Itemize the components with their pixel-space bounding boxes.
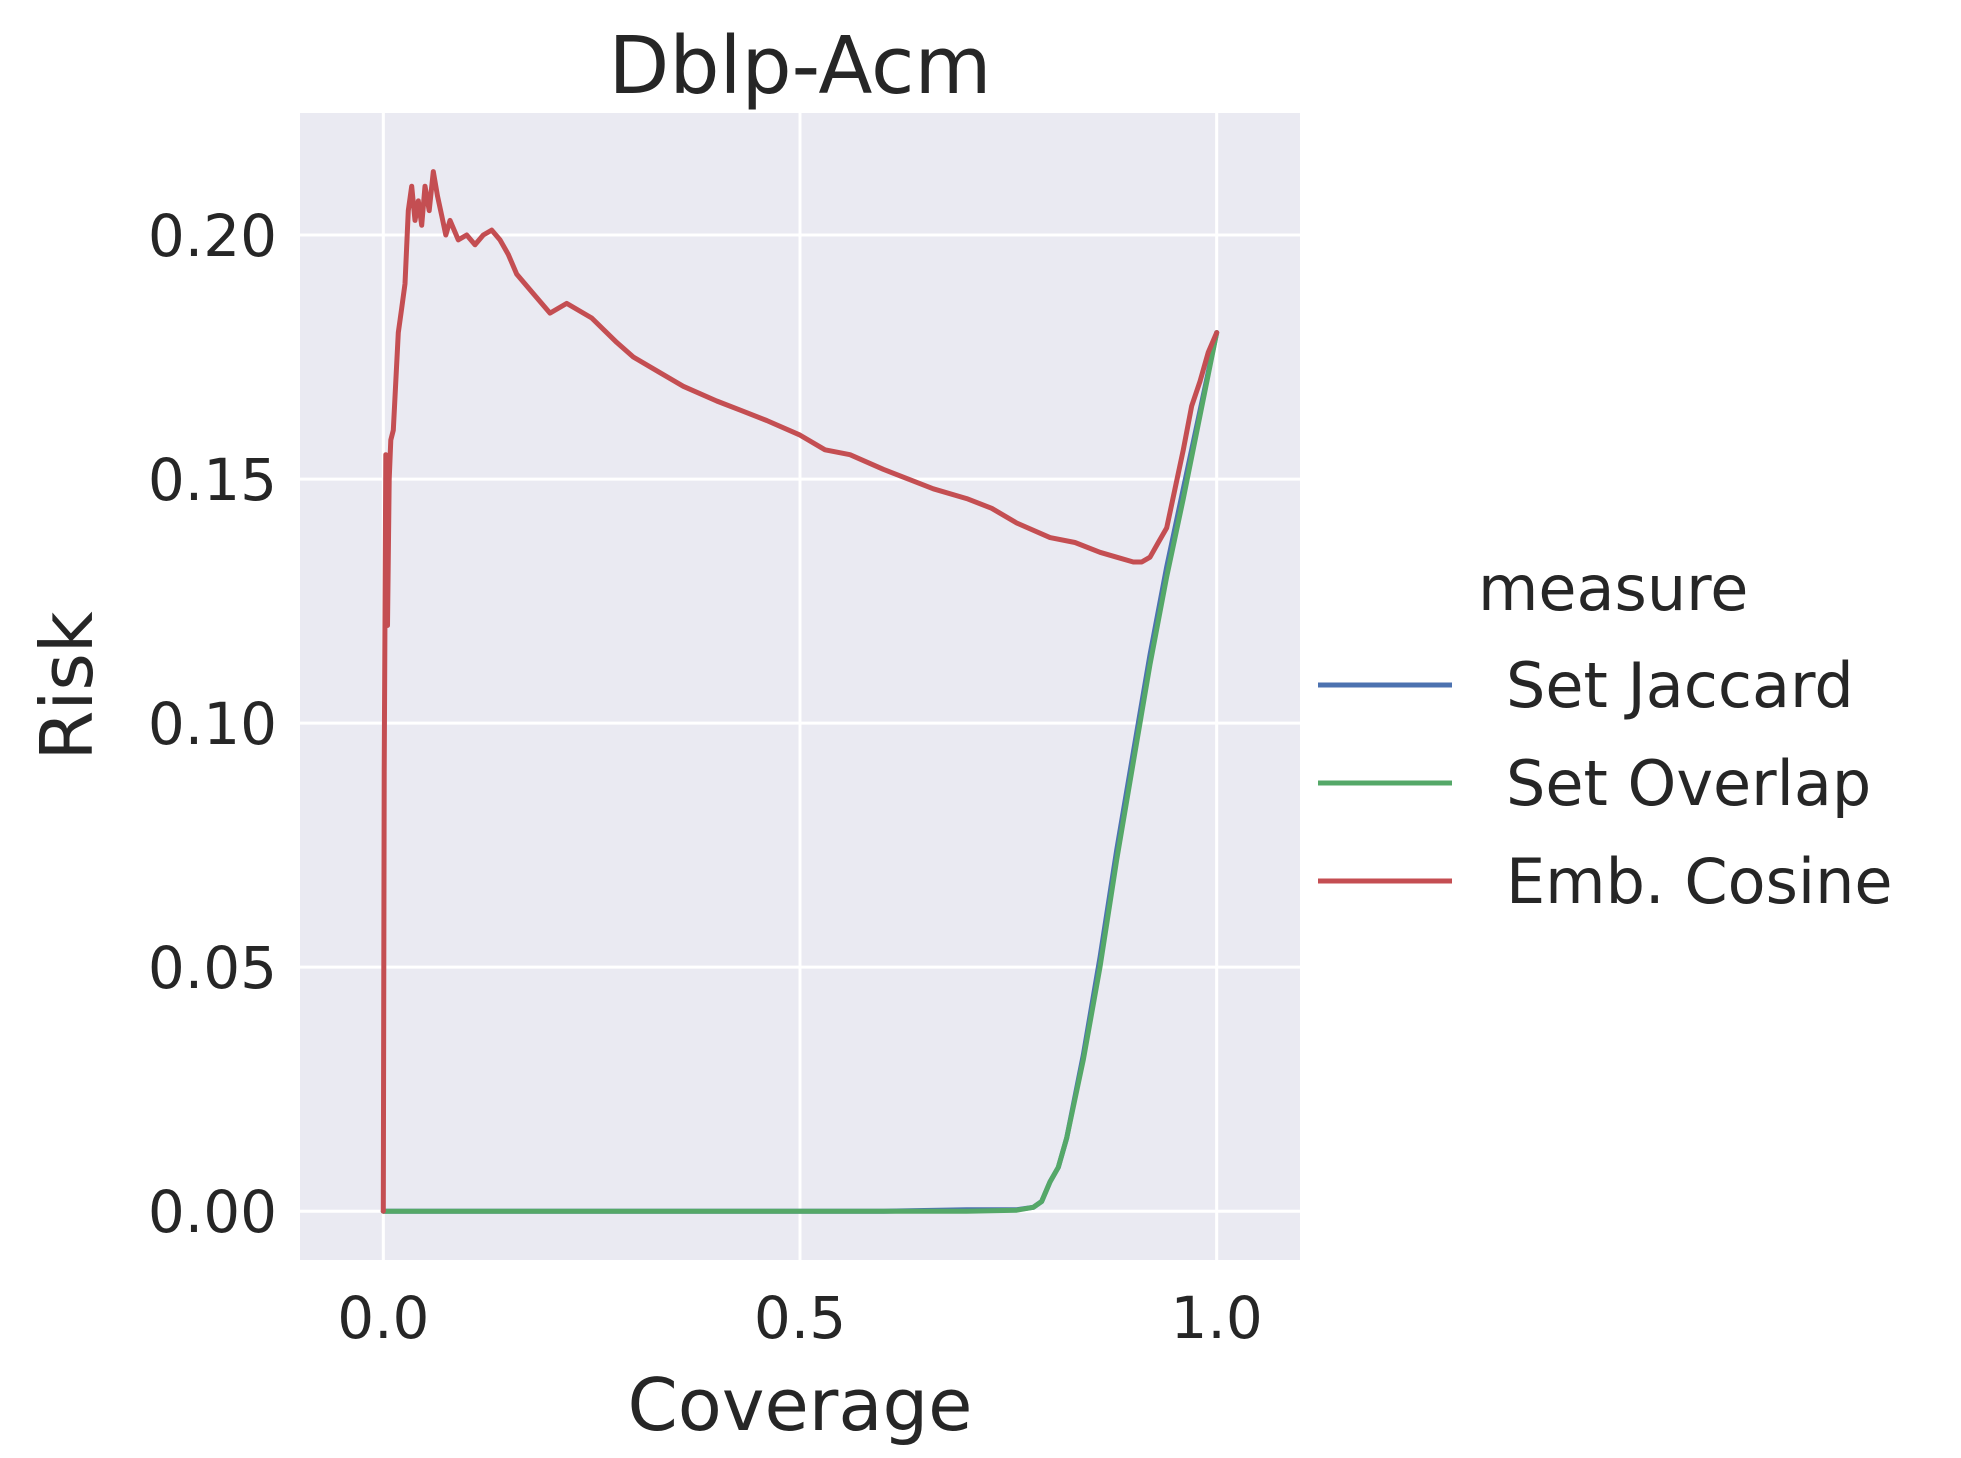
series-layer [380,169,1220,1214]
x-tick-labels: 0.0 0.5 1.0 [337,1284,1263,1352]
series-line-set-overlap [380,330,1220,1214]
x-tick-label: 0.5 [754,1284,846,1352]
y-tick-label: 0.05 [148,934,277,1002]
y-axis-label: Risk [25,611,109,761]
y-tick-labels: 0.00 0.05 0.10 0.15 0.20 [148,202,277,1246]
y-tick-label: 0.10 [148,690,277,758]
x-axis-label: Coverage [628,1363,973,1447]
y-tick-label: 0.00 [148,1178,277,1246]
y-tick-label: 0.15 [148,446,277,514]
series-line-emb-cosine [380,169,1220,1214]
legend-label: Emb. Cosine [1506,845,1893,918]
y-tick-label: 0.20 [148,202,277,270]
chart-title: Dblp-Acm [609,20,992,112]
legend: measure Set Jaccard Set Overlap Emb. Cosin… [1318,552,1893,918]
legend-label: Set Jaccard [1506,649,1854,722]
legend-title: measure [1478,552,1748,625]
x-tick-label: 1.0 [1171,1284,1263,1352]
x-tick-label: 0.0 [337,1284,429,1352]
legend-label: Set Overlap [1506,747,1871,820]
